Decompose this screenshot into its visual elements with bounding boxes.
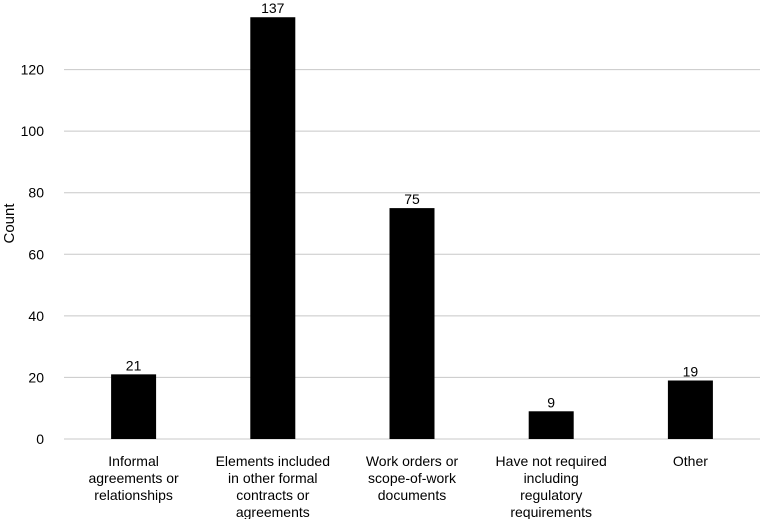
- data-label-3: 75: [404, 191, 420, 207]
- category-label-line: Other: [673, 453, 708, 469]
- data-label-1: 21: [126, 357, 142, 373]
- bar-1: [111, 374, 157, 439]
- data-label-4: 9: [547, 394, 555, 410]
- y-tick-label-100: 100: [21, 123, 45, 139]
- y-tick-label-60: 60: [28, 246, 44, 262]
- bars: [111, 17, 713, 439]
- category-label-line: Have not required: [496, 453, 607, 469]
- y-tick-label-120: 120: [21, 62, 45, 78]
- category-labels: Informal agreements or relationships Elemen…: [88, 453, 708, 519]
- y-tick-label-40: 40: [28, 308, 44, 324]
- category-label-1: Informal agreements or relationships: [88, 453, 179, 503]
- y-tick-label-0: 0: [36, 431, 44, 447]
- data-labels: 21 137 75 9 19: [126, 0, 699, 410]
- data-label-2: 137: [261, 0, 285, 16]
- y-tick-label-80: 80: [28, 185, 44, 201]
- category-label-line: scope-of-work: [368, 470, 457, 486]
- category-label-4: Have not required including regulatory requ…: [496, 453, 607, 519]
- bar-2: [250, 17, 296, 439]
- bar-4: [528, 411, 574, 439]
- category-label-3: Work orders or scope-of-work documents: [366, 453, 459, 503]
- y-axis-ticks: 0 20 40 60 80 100 120: [21, 62, 45, 447]
- category-label-line: Work orders or: [366, 453, 459, 469]
- category-label-line: relationships: [94, 487, 173, 503]
- bar-5: [667, 380, 713, 439]
- y-tick-label-20: 20: [28, 369, 44, 385]
- category-label-line: Informal: [108, 453, 159, 469]
- category-label-5: Other: [673, 453, 708, 469]
- category-label-line: requirements: [510, 504, 592, 519]
- category-label-line: agreements: [236, 504, 310, 519]
- category-label-line: regulatory: [520, 487, 582, 503]
- y-axis-title: Count: [1, 203, 18, 244]
- category-label-line: agreements or: [88, 470, 179, 486]
- category-label-line: documents: [378, 487, 446, 503]
- category-label-2: Elements included in other formal contract…: [216, 453, 330, 519]
- category-label-line: Elements included: [216, 453, 330, 469]
- category-label-line: in other formal: [228, 470, 317, 486]
- category-label-line: including: [524, 470, 579, 486]
- bar-3: [389, 208, 435, 439]
- category-label-line: contracts or: [236, 487, 309, 503]
- data-label-5: 19: [683, 364, 699, 380]
